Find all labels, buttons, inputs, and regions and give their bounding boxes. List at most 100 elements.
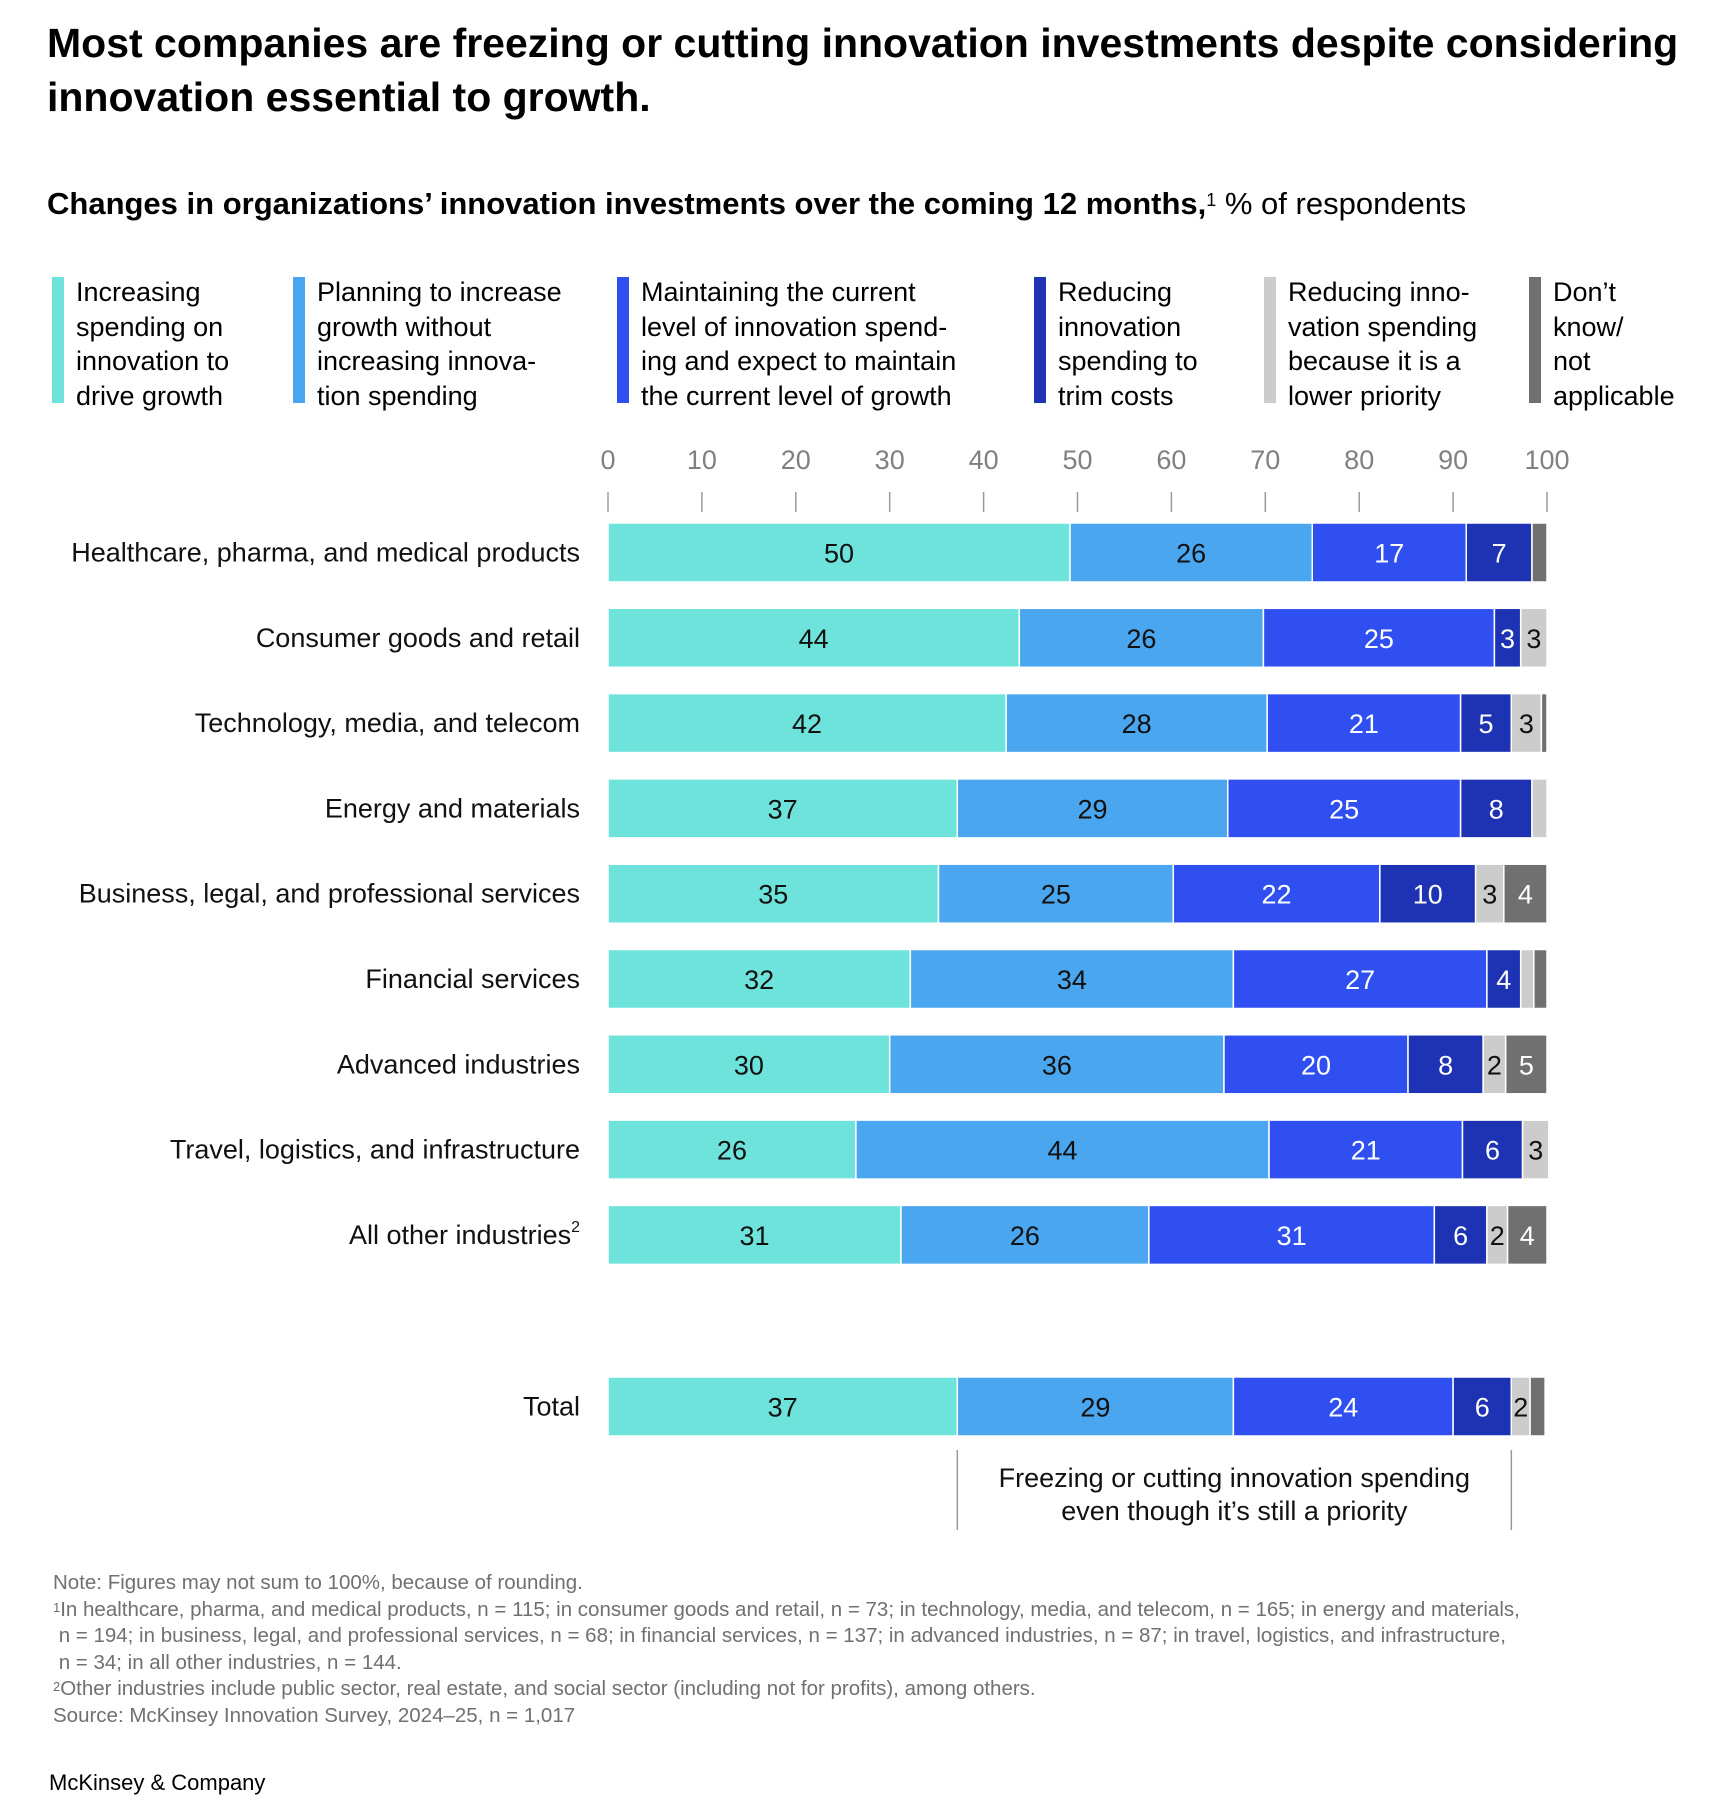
bar-segment — [607, 1119, 857, 1180]
data-label: 21 — [1351, 1136, 1381, 1166]
x-tick-label: 0 — [600, 445, 615, 475]
source-note: Source: McKinsey Innovation Survey, 2024… — [53, 1703, 576, 1727]
footnote-2: 2Other industries include public sector,… — [53, 1676, 1520, 1703]
bar-segment — [607, 607, 1021, 669]
footnote-1-marker: 1 — [53, 1599, 61, 1615]
subtitle-bold: Changes in organizations’ innovation inv… — [47, 186, 1207, 221]
data-label: 24 — [1328, 1393, 1358, 1423]
data-label: 25 — [1364, 624, 1394, 654]
category-label: Consumer goods and retail — [256, 623, 580, 653]
bar-segment — [888, 1034, 1225, 1095]
bar-segment — [607, 1204, 902, 1266]
data-label: 25 — [1041, 880, 1071, 910]
data-label: 5 — [1519, 1050, 1534, 1080]
legend-swatch — [617, 277, 629, 403]
data-label: 4 — [1496, 965, 1511, 995]
category-label: Technology, media, and telecom — [195, 708, 580, 738]
category-label: Travel, logistics, and infrastructure — [170, 1135, 580, 1165]
bar-segment — [956, 1376, 1235, 1437]
bar-segment — [1223, 1034, 1409, 1095]
bar-segment — [1531, 522, 1548, 583]
legend-swatch — [1529, 277, 1541, 403]
note-rounding: Note: Figures may not sum to 100%, becau… — [53, 1571, 583, 1594]
data-label: 21 — [1349, 709, 1379, 739]
bar-segment — [1232, 948, 1488, 1010]
bar-segment — [1268, 1119, 1464, 1180]
bar-segment — [1148, 1204, 1436, 1266]
category-label: Energy and materials — [325, 793, 580, 823]
data-label: 3 — [1526, 624, 1541, 654]
x-tick-label: 30 — [875, 445, 905, 475]
footnote-1: 1In healthcare, pharma, and medical prod… — [53, 1597, 1520, 1624]
footnote-1-text: In healthcare, pharma, and medical produ… — [60, 1597, 1520, 1621]
data-label: 7 — [1492, 539, 1507, 569]
bar-segment — [607, 1034, 891, 1095]
category-label: Advanced industries — [337, 1049, 580, 1079]
data-label: 50 — [824, 539, 854, 569]
data-label: 3 — [1500, 624, 1515, 654]
data-label: 2 — [1490, 1221, 1505, 1251]
data-label: 8 — [1438, 1050, 1453, 1080]
data-label: 37 — [768, 794, 798, 824]
headline: Most companies are freezing or cutting i… — [47, 20, 1679, 120]
stacked-bar-chart: 0 10 20 30 40 50 60 70 80 90 100 Healthcare, pharma… — [71, 445, 1570, 1530]
data-label: 36 — [1042, 1050, 1072, 1080]
footnote-2-marker: 2 — [53, 1679, 61, 1694]
annotation-text: Freezing or cutting innovation spending — [999, 1463, 1470, 1493]
bar-segment — [1262, 607, 1496, 669]
legend-swatch — [52, 277, 64, 403]
bar-segment — [1503, 863, 1548, 924]
category-label: Financial services — [365, 964, 580, 994]
annotation-text: even though it’s still a priority — [1061, 1496, 1408, 1526]
subtitle-unit: % of respondents — [1216, 186, 1467, 221]
data-label: 4 — [1520, 1221, 1535, 1251]
bar-segment — [1474, 863, 1505, 924]
data-label: 37 — [768, 1393, 798, 1423]
bar-segment — [607, 863, 940, 924]
data-label: 32 — [744, 965, 774, 995]
category-label: Business, legal, and professional servic… — [79, 879, 580, 909]
data-label: 28 — [1122, 709, 1152, 739]
data-label: 6 — [1453, 1221, 1468, 1251]
legend-label: Reducing innovation spending to trim cos… — [1058, 277, 1198, 411]
legend-label: Don’t know/ not applicable — [1553, 277, 1675, 411]
bar-segment — [1533, 948, 1548, 1010]
legend-item-increase-spend: Increasing spending on innovation to dri… — [52, 275, 229, 413]
legend-label: Planning to increase growth without incr… — [317, 277, 562, 411]
legend-item-increase-growth: Planning to increase growth without incr… — [293, 275, 562, 413]
bar-segment — [1540, 692, 1548, 754]
data-label: 35 — [758, 880, 788, 910]
data-label: 31 — [1277, 1221, 1307, 1251]
chart-subtitle: Changes in organizations’ innovation inv… — [47, 184, 1466, 224]
data-label: 26 — [1010, 1221, 1040, 1251]
legend-item-dont-know: Don’t know/ not applicable — [1529, 275, 1675, 413]
subtitle-footnote-marker: 1 — [1206, 190, 1217, 210]
bar-segment — [909, 948, 1235, 1010]
brand-logo-text: McKinsey & Company — [49, 1770, 266, 1795]
bar-segment — [1519, 607, 1548, 669]
x-tick-label: 100 — [1524, 445, 1569, 475]
data-label: 2 — [1487, 1050, 1502, 1080]
bar-segment — [1459, 778, 1533, 839]
footer-notes: Note: Figures may not sum to 100%, becau… — [53, 1570, 1520, 1729]
data-label: 42 — [792, 709, 822, 739]
data-label: 3 — [1519, 709, 1534, 739]
bar-segment — [607, 1376, 959, 1437]
bar-segment — [1266, 692, 1462, 754]
x-tick-label: 20 — [781, 445, 811, 475]
bar-segment — [1232, 1376, 1454, 1437]
data-label: 17 — [1374, 539, 1404, 569]
data-label: 25 — [1329, 794, 1359, 824]
legend-label: Increasing spending on innovation to dri… — [76, 277, 230, 411]
footnote-1-continued: n = 194; in business, legal, and profess… — [53, 1624, 1506, 1647]
bar-segment — [1529, 1376, 1546, 1437]
bar-segment — [607, 692, 1007, 754]
legend-item-maintain: Maintaining the current level of innovat… — [617, 275, 956, 413]
x-tick-label: 90 — [1438, 445, 1468, 475]
legend-label: Reducing inno- vation spending because i… — [1288, 277, 1478, 411]
data-label: 3 — [1482, 880, 1497, 910]
x-tick-label: 60 — [1156, 445, 1186, 475]
bar-segment — [1433, 1204, 1488, 1266]
x-tick-label: 10 — [687, 445, 717, 475]
footnote-2-text: Other industries include public sector, … — [60, 1677, 1036, 1700]
